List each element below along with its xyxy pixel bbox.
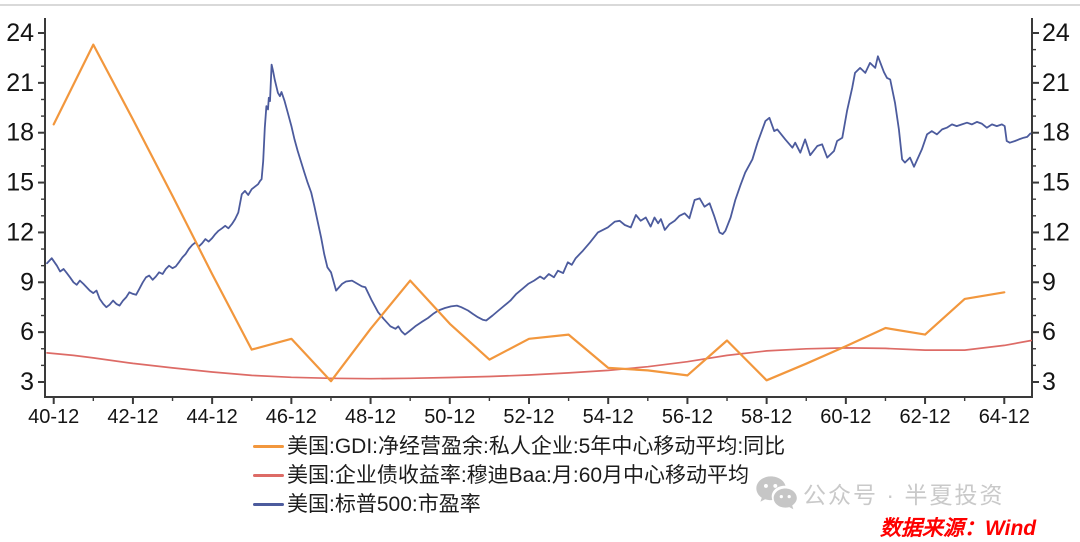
y-axis-label-right: 9: [1042, 268, 1056, 296]
series-baa-corporate-bond-yield-ma-line: [46, 339, 1033, 380]
x-axis-label: 44-12: [187, 406, 238, 428]
watermark-text: 公众号 · 半夏投资: [803, 481, 1005, 508]
y-axis-label-right: 3: [1042, 368, 1056, 396]
y-axis-label-right: 21: [1042, 69, 1070, 97]
x-axis-label: 58-12: [741, 406, 792, 428]
legend-label-baa-corporate-bond-yield-ma: 美国:企业债收益率:穆迪Baa:月:60月中心移动平均: [287, 464, 750, 487]
y-axis-label-left: 6: [20, 318, 34, 346]
legend-label-gdi-net-operating-surplus-yoy: 美国:GDI:净经营盈余:私人企业:5年中心移动平均:同比: [287, 435, 786, 458]
y-axis-label-left: 15: [6, 169, 34, 197]
top-divider-rule: [0, 4, 1080, 6]
y-axis-label-right: 18: [1042, 119, 1070, 147]
x-axis-label: 50-12: [424, 406, 475, 428]
x-axis-label: 60-12: [820, 406, 871, 428]
legend: 美国:GDI:净经营盈余:私人企业:5年中心移动平均:同比 美国:企业债收益率:穆…: [253, 432, 785, 519]
x-axis-label: 54-12: [583, 406, 634, 428]
x-axis-label: 48-12: [345, 406, 396, 428]
y-axis-label-right: 24: [1042, 19, 1070, 47]
wechat-icon: [756, 476, 797, 510]
chart-plot: 3 3 6 6 9 9 12 12 15 15 18 18 21 21 24 24 40-12 42-12 44-1…: [6, 18, 1070, 428]
y-axis-label-right: 12: [1042, 218, 1070, 246]
legend-item-sp500-pe-ratio: 美国:标普500:市盈率: [253, 490, 785, 519]
watermark: 公众号 · 半夏投资: [755, 474, 1004, 511]
y-axis-label-right: 6: [1042, 318, 1056, 346]
x-axis-label: 62-12: [899, 406, 950, 428]
data-source-note: 数据来源：Wind: [880, 517, 1037, 540]
x-axis-label: 56-12: [662, 406, 713, 428]
legend-swatch-gdi-net-operating-surplus-yoy: [253, 445, 284, 448]
y-axis-label-left: 24: [6, 19, 34, 47]
x-axis-label: 42-12: [107, 406, 158, 428]
legend-label-sp500-pe-ratio: 美国:标普500:市盈率: [287, 493, 481, 516]
y-axis-label-right: 15: [1042, 169, 1070, 197]
series-gdi-net-operating-surplus-yoy-line: [52, 43, 1006, 383]
x-axis-label: 40-12: [28, 406, 79, 428]
x-axis-label: 64-12: [979, 406, 1030, 428]
legend-item-baa-corporate-bond-yield-ma: 美国:企业债收益率:穆迪Baa:月:60月中心移动平均: [253, 461, 785, 490]
legend-swatch-sp500-pe-ratio: [253, 503, 284, 506]
x-axis-label: 46-12: [266, 406, 317, 428]
series-sp500-pe-ratio-line: [46, 55, 1032, 336]
y-axis-label-left: 21: [6, 69, 34, 97]
x-axis-label: 52-12: [503, 406, 554, 428]
legend-swatch-baa-corporate-bond-yield-ma: [253, 474, 284, 477]
y-axis-label-left: 3: [20, 368, 34, 396]
y-axis-label-left: 18: [6, 119, 34, 147]
y-axis-label-left: 9: [20, 268, 34, 296]
legend-item-gdi-net-operating-surplus-yoy: 美国:GDI:净经营盈余:私人企业:5年中心移动平均:同比: [253, 432, 785, 461]
y-axis-label-left: 12: [6, 218, 34, 246]
